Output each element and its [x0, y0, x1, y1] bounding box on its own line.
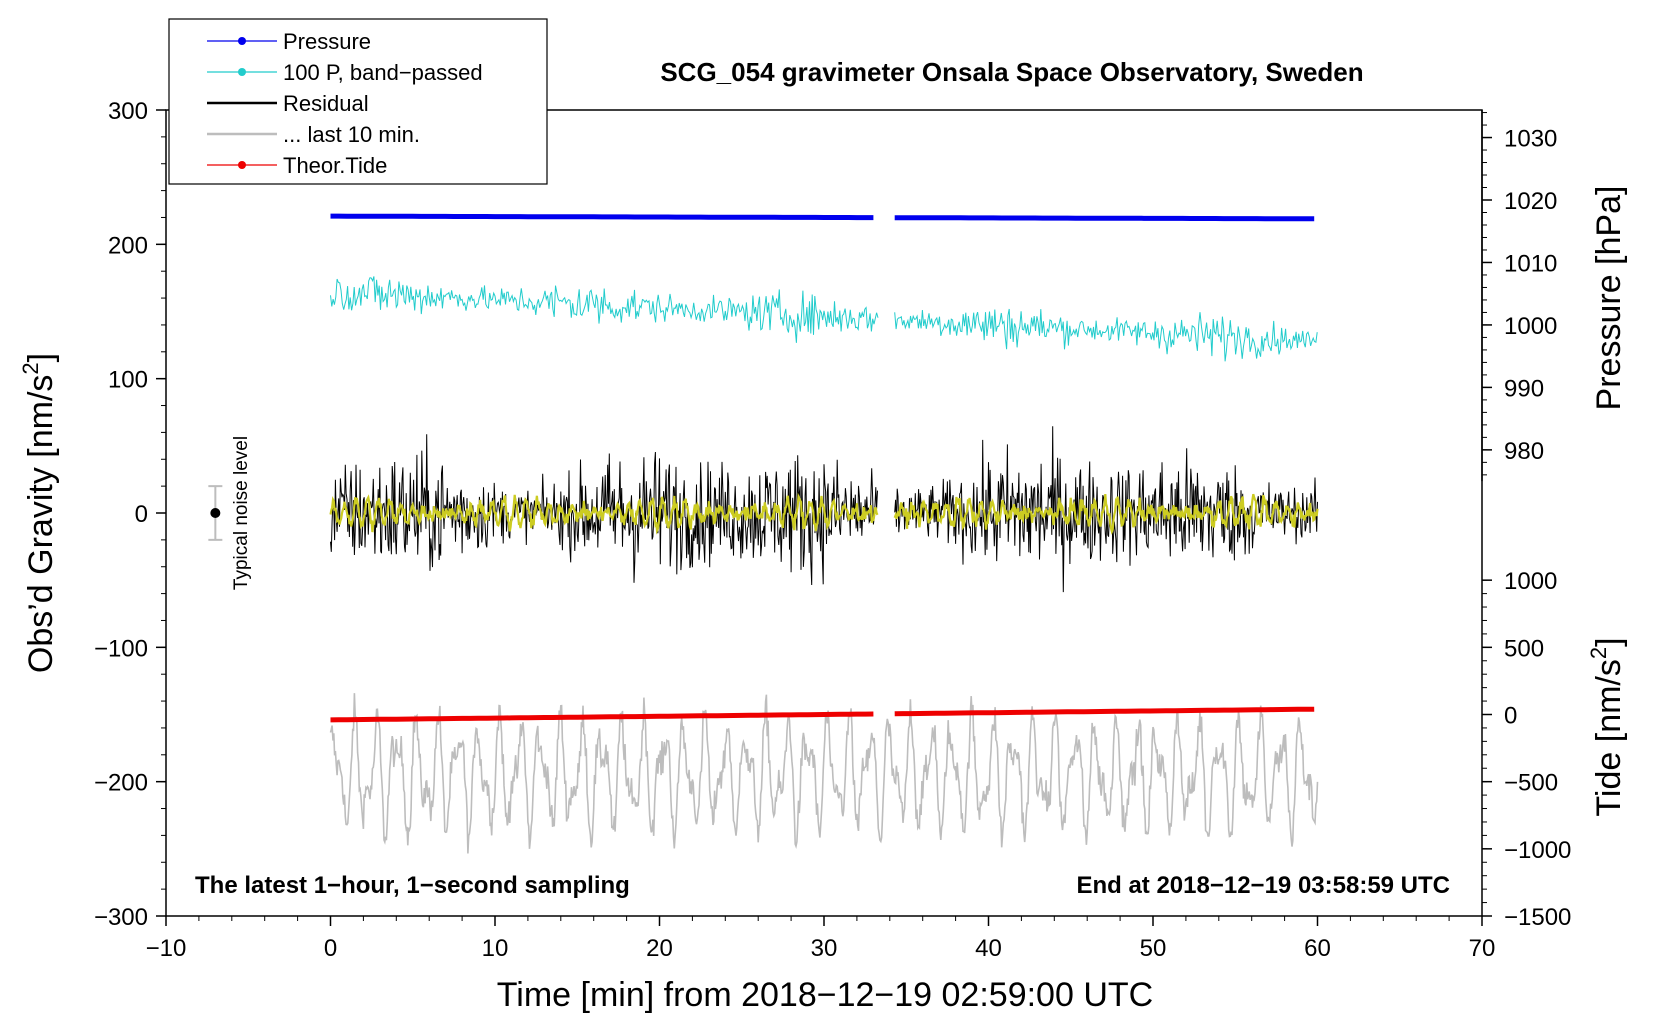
- series-pressure-line: [330, 213, 874, 221]
- x-tick-label: 0: [324, 935, 337, 962]
- series-pressure-line: [894, 215, 1315, 222]
- tide-tick-label: −1000: [1504, 837, 1571, 864]
- y-title-gravity-sup: 2: [18, 362, 43, 374]
- legend-swatch-marker: [238, 68, 246, 76]
- chart-title: SCG_054 gravimeter Onsala Space Observat…: [660, 57, 1363, 87]
- y-axis-title-pressure: Pressure [hPa]: [1590, 186, 1628, 411]
- tide-tick-label: 500: [1504, 635, 1544, 662]
- x-tick-label: 20: [646, 935, 673, 962]
- y-tick-label: 0: [135, 501, 148, 528]
- series-layer: [329, 213, 1319, 854]
- pressure-tick-label: 980: [1504, 438, 1544, 465]
- legend-label: 100 P, band−passed: [283, 60, 483, 85]
- x-tick-label: 70: [1469, 935, 1496, 962]
- x-tick-label: 50: [1140, 935, 1167, 962]
- legend-label: Theor.Tide: [283, 153, 387, 178]
- legend-box: [168, 18, 548, 185]
- y-tick-label: −100: [94, 635, 148, 662]
- y-tick-label: 200: [108, 232, 148, 259]
- x-tick-label: 10: [482, 935, 509, 962]
- noise-level-label: Typical noise level: [231, 436, 252, 590]
- series-last-10-min-line: [329, 693, 1319, 854]
- series-band-passed-line: [894, 308, 1318, 362]
- series-smoothed-residual-line: [893, 493, 1319, 535]
- legend-label: Residual: [283, 91, 369, 116]
- x-tick-label: 60: [1304, 935, 1331, 962]
- series-smoothed-residual-line: [329, 492, 879, 535]
- legend-swatch-marker: [238, 161, 246, 169]
- tide-tick-label: −500: [1504, 770, 1558, 797]
- pressure-tick-label: 1000: [1504, 313, 1557, 340]
- y-title-tide-sup: 2: [1586, 647, 1611, 659]
- legend: Pressure 100 P, band−passed Residual ... la…: [168, 18, 548, 185]
- annotation-left: The latest 1−hour, 1−second sampling: [195, 872, 630, 899]
- pressure-tick-label: 990: [1504, 375, 1544, 402]
- text-layer: SCG_054 gravimeter Onsala Space Observat…: [18, 57, 1628, 1014]
- legend-label: Pressure: [283, 29, 371, 54]
- tide-tick-label: 1000: [1504, 568, 1557, 595]
- y-axis-title-gravity: Obs’d Gravity [nm/s2]: [18, 353, 60, 673]
- y-title-gravity-main: Obs’d Gravity [nm/s: [22, 375, 60, 674]
- x-tick-label: 30: [811, 935, 838, 962]
- y-axis-title-tide: Tide [nm/s2]: [1586, 637, 1628, 816]
- y-tick-label: −300: [94, 904, 148, 931]
- x-tick-label: −10: [146, 935, 187, 962]
- noise-center-dot: [210, 508, 221, 518]
- pressure-tick-label: 1020: [1504, 188, 1557, 215]
- x-tick-label: 40: [975, 935, 1002, 962]
- legend-label: ... last 10 min.: [283, 122, 420, 147]
- x-axis-title: Time [min] from 2018−12−19 02:59:00 UTC: [497, 976, 1153, 1014]
- axes-layer: −10 0 10 20 30 40 50 60 70−300−200−1000100200300…: [94, 98, 1571, 962]
- legend-swatch-marker: [238, 37, 246, 45]
- series-band-passed-line: [330, 276, 879, 343]
- y-tick-label: 100: [108, 367, 148, 394]
- series-residual-line: [330, 434, 878, 586]
- y-title-tide-end: ]: [1590, 637, 1628, 646]
- pressure-tick-label: 1010: [1504, 250, 1557, 277]
- y-title-gravity-end: ]: [22, 353, 60, 362]
- tide-tick-label: −1500: [1504, 904, 1571, 931]
- y-title-tide-main: Tide [nm/s: [1590, 659, 1628, 816]
- series-tide-line: [330, 711, 874, 723]
- annotation-right: End at 2018−12−19 03:58:59 UTC: [1076, 872, 1450, 899]
- series-residual-line: [894, 426, 1318, 593]
- y-tick-label: 300: [108, 98, 148, 125]
- series-tide-line: [894, 706, 1315, 717]
- y-tick-label: −200: [94, 770, 148, 797]
- pressure-tick-label: 1030: [1504, 126, 1557, 153]
- tide-tick-label: 0: [1504, 703, 1517, 730]
